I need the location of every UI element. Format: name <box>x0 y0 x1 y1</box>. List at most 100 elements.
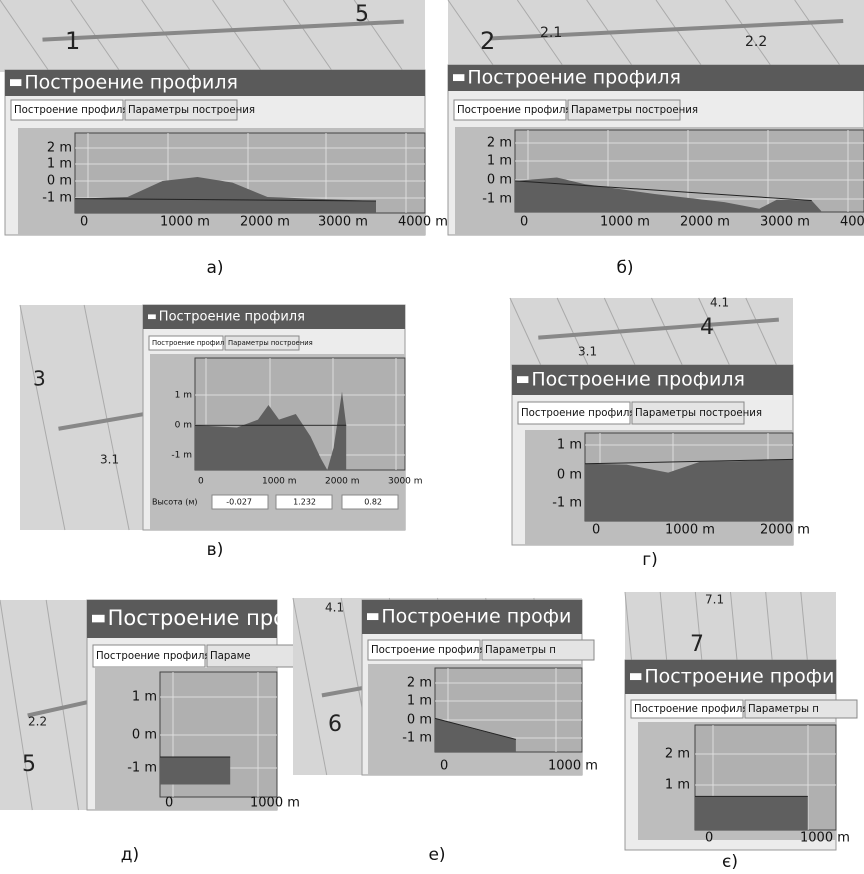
window-icon <box>10 79 21 86</box>
y-tick-label: 1 m <box>557 438 582 453</box>
x-tick-label: 1000 m <box>800 831 850 846</box>
x-tick-label: 0 <box>520 215 528 230</box>
y-tick-label: -1 m <box>482 192 512 207</box>
tab-label[interactable]: Построение профиля <box>152 339 228 347</box>
y-tick-label: 1 m <box>132 690 157 705</box>
y-tick-label: 1 m <box>665 778 690 793</box>
y-tick-label: 1 m <box>407 694 432 709</box>
tab-label[interactable]: Параметры п <box>485 645 556 656</box>
panel: 3 3.1 Построение профиля Построение профиля… <box>20 305 423 560</box>
x-tick-label: 0 <box>80 215 88 230</box>
y-tick-label: -1 m <box>42 191 72 206</box>
x-tick-label: 0 <box>440 759 448 774</box>
map-label: 5 <box>22 752 36 777</box>
tab-label[interactable]: Параме <box>210 651 251 662</box>
x-tick-label: 2000 m <box>240 215 290 230</box>
map-label: 4 <box>700 315 714 340</box>
x-tick-label: 2000 m <box>325 477 360 487</box>
x-tick-label: 2000 m <box>760 523 810 538</box>
caption: е) <box>428 845 445 865</box>
tab-label[interactable]: Построение профиля <box>634 704 749 715</box>
figure: 15Построение профиляПостроение профиляПа… <box>0 0 864 874</box>
tab-label[interactable]: Параметры построения <box>571 105 698 116</box>
panel: 2 2.1 2.2 Построение профиля Построение проф… <box>448 0 864 278</box>
field-value: 1.232 <box>293 498 316 507</box>
panel: 5 2.2 Построение про Построение профиляПара… <box>0 600 319 865</box>
window-icon <box>367 613 378 620</box>
window-icon <box>517 376 528 383</box>
map-label: 7 <box>690 632 704 657</box>
y-tick-label: 0 m <box>487 173 512 188</box>
x-tick-label: 3000 m <box>318 215 368 230</box>
caption: г) <box>642 550 658 570</box>
y-tick-label: 2 m <box>407 676 432 691</box>
x-tick-label: 4000 m <box>398 215 448 230</box>
y-tick-label: -1 m <box>402 731 432 746</box>
x-tick-label: 2000 m <box>680 215 730 230</box>
map-label: 4.1 <box>325 601 344 615</box>
profile-shape <box>585 459 793 521</box>
x-tick-label: 4000 m <box>840 215 864 230</box>
tab-label[interactable]: Параметры построения <box>635 408 762 419</box>
window-icon <box>148 314 156 319</box>
window-title: Построение профиля <box>159 310 305 325</box>
tab-label[interactable]: Параметры построения <box>128 105 255 116</box>
caption: д) <box>121 845 139 865</box>
window-title: Построение профиля <box>531 369 745 391</box>
tab-label[interactable]: Построение профиля <box>521 408 636 419</box>
map-label: 6 <box>328 712 342 737</box>
x-tick-label: 3000 m <box>760 215 810 230</box>
caption: а) <box>206 258 223 278</box>
window-icon <box>630 673 641 680</box>
x-tick-label: 0 <box>198 477 204 487</box>
x-tick-label: 0 <box>705 831 713 846</box>
y-tick-label: 0 m <box>407 713 432 728</box>
tab-label[interactable]: Построение профиля <box>457 105 572 116</box>
map-label: 3.1 <box>100 453 119 467</box>
x-tick-label: 1000 m <box>600 215 650 230</box>
tab-label[interactable]: Параметры построения <box>228 339 313 347</box>
y-tick-label: -1 m <box>127 761 157 776</box>
x-tick-label: 1000 m <box>250 796 300 811</box>
window-title: Построение про <box>108 606 286 630</box>
y-tick-label: 0 m <box>557 468 582 483</box>
map-label: 1 <box>65 27 80 55</box>
map-label: 3 <box>33 367 46 391</box>
map-label: 4.1 <box>710 296 729 310</box>
field-label: Высота (м) <box>152 498 197 507</box>
x-tick-label: 1000 m <box>548 759 598 774</box>
caption: є) <box>722 852 738 872</box>
caption: б) <box>616 258 633 278</box>
x-tick-label: 1000 m <box>262 477 297 487</box>
window-title: Построение профи <box>644 666 834 688</box>
x-tick-label: 1000 m <box>665 523 715 538</box>
y-tick-label: 1 m <box>175 391 192 401</box>
window-icon <box>92 615 105 623</box>
map-label: 2.2 <box>28 715 47 729</box>
profile-shape <box>160 757 230 785</box>
map-label: 2.2 <box>745 34 767 50</box>
tab-label[interactable]: Построение профиля <box>14 105 129 116</box>
map-label: 5 <box>355 2 369 27</box>
map-label: 7.1 <box>705 593 724 607</box>
window-title: Построение профиля <box>467 67 681 89</box>
y-tick-label: 2 m <box>665 747 690 762</box>
x-tick-label: 0 <box>165 796 173 811</box>
y-tick-label: 1 m <box>47 157 72 172</box>
caption: в) <box>207 540 224 560</box>
y-tick-label: 0 m <box>175 421 192 431</box>
y-tick-label: 0 m <box>132 728 157 743</box>
tab-label[interactable]: Параметры п <box>748 704 819 715</box>
tab-label[interactable]: Построение профиля <box>371 645 486 656</box>
tab-label[interactable]: Построение профиля <box>96 651 211 662</box>
map-label: 2.1 <box>540 25 562 41</box>
map-label: 2 <box>480 27 495 55</box>
y-tick-label: -1 m <box>552 496 582 511</box>
y-tick-label: 0 m <box>47 174 72 189</box>
window-icon <box>453 74 464 81</box>
x-tick-label: 1000 m <box>160 215 210 230</box>
y-tick-label: 2 m <box>47 141 72 156</box>
field-value: 0.82 <box>364 498 382 507</box>
